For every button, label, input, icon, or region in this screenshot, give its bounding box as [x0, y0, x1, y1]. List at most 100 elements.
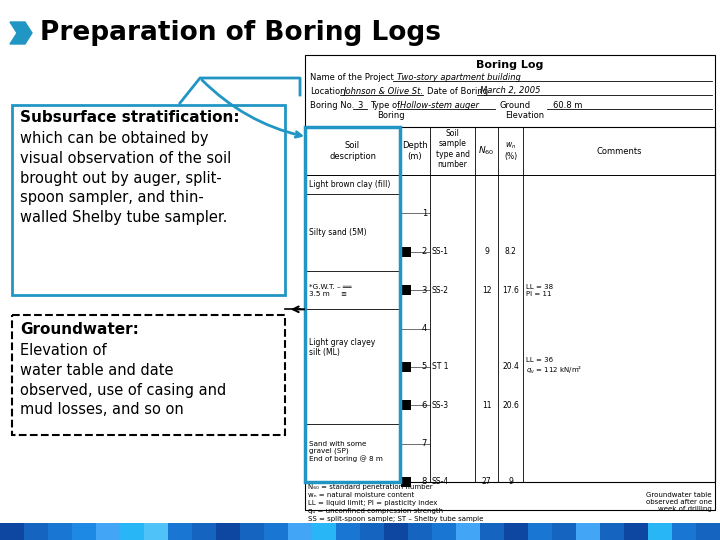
- Bar: [456, 523, 480, 540]
- Bar: [96, 523, 120, 540]
- Text: Hollow-stem auger: Hollow-stem auger: [400, 100, 479, 110]
- Bar: [432, 523, 456, 540]
- Text: Subsurface stratification:: Subsurface stratification:: [20, 110, 240, 125]
- Bar: [240, 523, 264, 540]
- Bar: [168, 523, 192, 540]
- Bar: [624, 523, 648, 540]
- Text: N₆₀ = standard penetration number: N₆₀ = standard penetration number: [308, 484, 433, 490]
- Polygon shape: [10, 22, 32, 44]
- Text: Preparation of Boring Logs: Preparation of Boring Logs: [40, 20, 441, 46]
- Bar: [401, 400, 411, 410]
- Text: Comments: Comments: [596, 146, 642, 156]
- Bar: [401, 285, 411, 295]
- Text: 9: 9: [508, 477, 513, 487]
- Text: 17.6: 17.6: [502, 286, 519, 295]
- Text: 9: 9: [484, 247, 489, 256]
- Text: Soil
sample
type and
number: Soil sample type and number: [436, 129, 469, 169]
- Text: 27: 27: [482, 477, 491, 487]
- Bar: [401, 477, 411, 487]
- Bar: [672, 523, 696, 540]
- Text: Depth
(m): Depth (m): [402, 141, 428, 161]
- Text: Boring: Boring: [377, 111, 405, 119]
- Bar: [360, 523, 384, 540]
- Bar: [144, 523, 168, 540]
- Text: 1: 1: [422, 209, 427, 218]
- Text: which can be obtained by
visual observation of the soil
brought out by auger, sp: which can be obtained by visual observat…: [20, 131, 231, 225]
- Text: Soil
description: Soil description: [329, 141, 376, 161]
- Text: Elevation of
water table and date
observed, use of casing and
mud losses, and so: Elevation of water table and date observ…: [20, 343, 226, 417]
- Text: Groundwater:: Groundwater:: [20, 321, 139, 336]
- Bar: [401, 362, 411, 372]
- Text: ST 1: ST 1: [432, 362, 449, 372]
- Text: Light brown clay (fill): Light brown clay (fill): [309, 180, 390, 189]
- Text: 20.4: 20.4: [502, 362, 519, 372]
- Bar: [48, 523, 72, 540]
- Text: Silty sand (5M): Silty sand (5M): [309, 228, 366, 237]
- Bar: [120, 523, 144, 540]
- Text: March 2, 2005: March 2, 2005: [480, 86, 541, 96]
- Bar: [696, 523, 720, 540]
- Bar: [264, 523, 288, 540]
- Text: Boring Log: Boring Log: [477, 60, 544, 70]
- Text: $w_n$
(%): $w_n$ (%): [504, 140, 517, 161]
- Bar: [480, 523, 504, 540]
- Text: LL = 38
PI = 11: LL = 38 PI = 11: [526, 284, 553, 296]
- Text: 8.2: 8.2: [505, 247, 516, 256]
- Text: SS-4: SS-4: [432, 477, 449, 487]
- Text: Two-story apartment building: Two-story apartment building: [397, 72, 521, 82]
- Bar: [312, 523, 336, 540]
- Bar: [216, 523, 240, 540]
- Text: Name of the Project: Name of the Project: [310, 72, 394, 82]
- Bar: [408, 523, 432, 540]
- Bar: [305, 55, 715, 510]
- Text: $N_{60}$: $N_{60}$: [478, 145, 495, 157]
- Text: LL = 36
$q_v$ = 112 kN/m²: LL = 36 $q_v$ = 112 kN/m²: [526, 357, 582, 376]
- Bar: [576, 523, 600, 540]
- Text: qᵤ = unconfined compression strength: qᵤ = unconfined compression strength: [308, 508, 443, 514]
- Text: 8: 8: [422, 477, 427, 487]
- Text: 2: 2: [422, 247, 427, 256]
- Text: Johnson & Olive St.: Johnson & Olive St.: [343, 86, 423, 96]
- Bar: [401, 247, 411, 256]
- Text: 3: 3: [357, 100, 362, 110]
- Text: 20.6: 20.6: [502, 401, 519, 410]
- Text: 60.8 m: 60.8 m: [553, 100, 582, 110]
- Text: SS-3: SS-3: [432, 401, 449, 410]
- Bar: [552, 523, 576, 540]
- Text: wₙ = natural moisture content: wₙ = natural moisture content: [308, 492, 414, 498]
- Text: 11: 11: [482, 401, 491, 410]
- Bar: [336, 523, 360, 540]
- Text: *G.W.T. – ══
3.5 m     ≡: *G.W.T. – ══ 3.5 m ≡: [309, 284, 351, 296]
- Bar: [24, 523, 48, 540]
- Text: 4: 4: [422, 324, 427, 333]
- Text: Type of: Type of: [370, 100, 400, 110]
- Text: Location: Location: [310, 86, 346, 96]
- Bar: [288, 523, 312, 540]
- Text: 6: 6: [422, 401, 427, 410]
- Text: SS-1: SS-1: [432, 247, 449, 256]
- Bar: [528, 523, 552, 540]
- Bar: [192, 523, 216, 540]
- Bar: [0, 523, 24, 540]
- Bar: [72, 523, 96, 540]
- Text: SS-2: SS-2: [432, 286, 449, 295]
- Text: Boring No.: Boring No.: [310, 100, 354, 110]
- Bar: [648, 523, 672, 540]
- Text: 5: 5: [422, 362, 427, 372]
- Bar: [384, 523, 408, 540]
- Text: Sand with some
gravel (SP)
End of boring @ 8 m: Sand with some gravel (SP) End of boring…: [309, 441, 383, 462]
- Text: 7: 7: [422, 439, 427, 448]
- Text: Elevation: Elevation: [505, 111, 544, 119]
- Bar: [12, 315, 285, 435]
- Text: Date of Boring: Date of Boring: [427, 86, 488, 96]
- Bar: [12, 105, 285, 295]
- Text: SS = split-spoon sample; ST – Shelby tube sample: SS = split-spoon sample; ST – Shelby tub…: [308, 516, 483, 522]
- Text: Light gray clayey
silt (ML): Light gray clayey silt (ML): [309, 338, 375, 357]
- Text: LL = liquid limit; PI = plasticity index: LL = liquid limit; PI = plasticity index: [308, 500, 437, 506]
- Bar: [305, 127, 400, 482]
- Text: Groundwater table
observed after one
week of drilling: Groundwater table observed after one wee…: [646, 492, 712, 512]
- Bar: [504, 523, 528, 540]
- Text: 3: 3: [422, 286, 427, 295]
- Bar: [600, 523, 624, 540]
- Text: 12: 12: [482, 286, 491, 295]
